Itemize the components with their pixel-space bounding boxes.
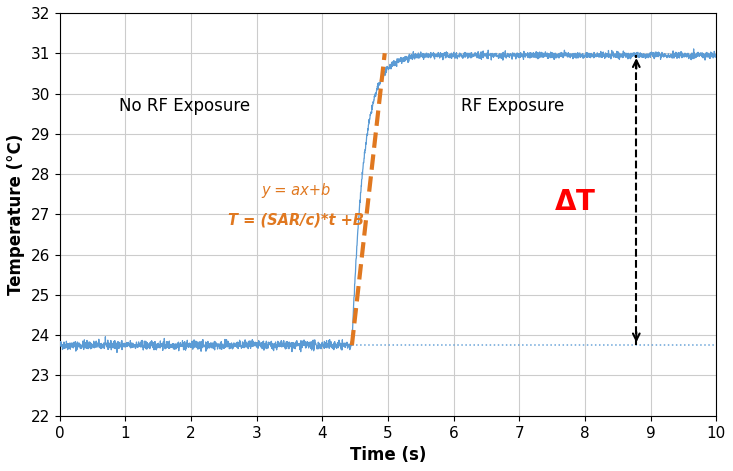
X-axis label: Time (s): Time (s) — [350, 446, 426, 464]
Text: y = ax+b: y = ax+b — [262, 183, 331, 198]
Y-axis label: Temperature (°C): Temperature (°C) — [7, 134, 25, 295]
Text: No RF Exposure: No RF Exposure — [119, 97, 250, 114]
Text: $\mathbf{\Delta T}$: $\mathbf{\Delta T}$ — [554, 188, 597, 216]
Text: RF Exposure: RF Exposure — [461, 97, 564, 114]
Text: T = (SAR/c)*t +B: T = (SAR/c)*t +B — [228, 213, 364, 228]
